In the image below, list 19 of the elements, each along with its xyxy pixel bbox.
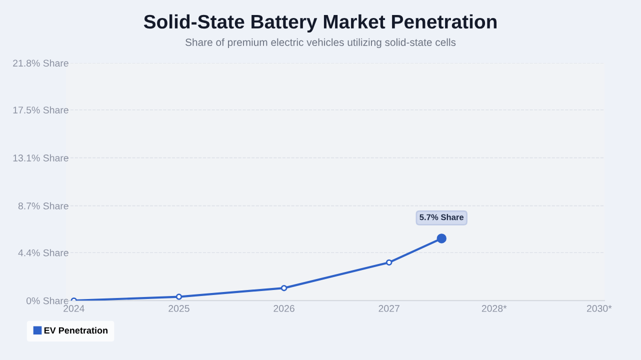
y-tick-label: 17.5% Share: [13, 106, 68, 114]
y-tick-label: 13.1% Share: [13, 154, 68, 162]
y-tick-label: 0% Share: [26, 297, 68, 304]
x-tick-label: 2027: [378, 305, 400, 312]
chart-subtitle: Share of premium electric vehicles utilizing solid-state cells: [186, 38, 456, 48]
data-label: 5.7% Share: [420, 214, 464, 220]
point: [176, 294, 182, 300]
legend-label: EV Penetration: [44, 326, 108, 334]
point: [386, 259, 392, 266]
y-tick-label: 21.8% Share: [13, 59, 68, 67]
y-tick-label: 4.4% Share: [18, 249, 68, 256]
x-tick-label: 2024: [64, 305, 84, 312]
x-tick-label: 2030*: [586, 305, 612, 312]
chart-title: Solid-State Battery Market Penetration: [144, 14, 497, 32]
x-tick-label: 2028*: [482, 305, 507, 312]
x-tick-label: 2026: [274, 305, 294, 312]
x-tick-label: 2025: [168, 305, 190, 312]
point: [280, 284, 288, 292]
y-tick-label: 8.7% Share: [18, 202, 68, 210]
